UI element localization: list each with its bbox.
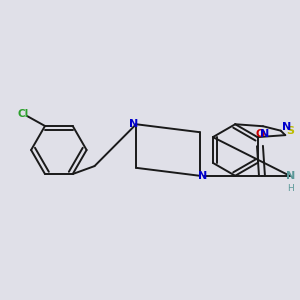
Text: Cl: Cl [18,109,29,119]
Text: N: N [282,122,291,132]
Text: H: H [287,184,294,193]
Text: S: S [287,126,295,136]
Text: O: O [255,129,265,139]
Text: N: N [128,119,138,129]
Text: N: N [260,129,269,139]
Text: N: N [198,171,207,181]
Text: N: N [286,171,296,181]
